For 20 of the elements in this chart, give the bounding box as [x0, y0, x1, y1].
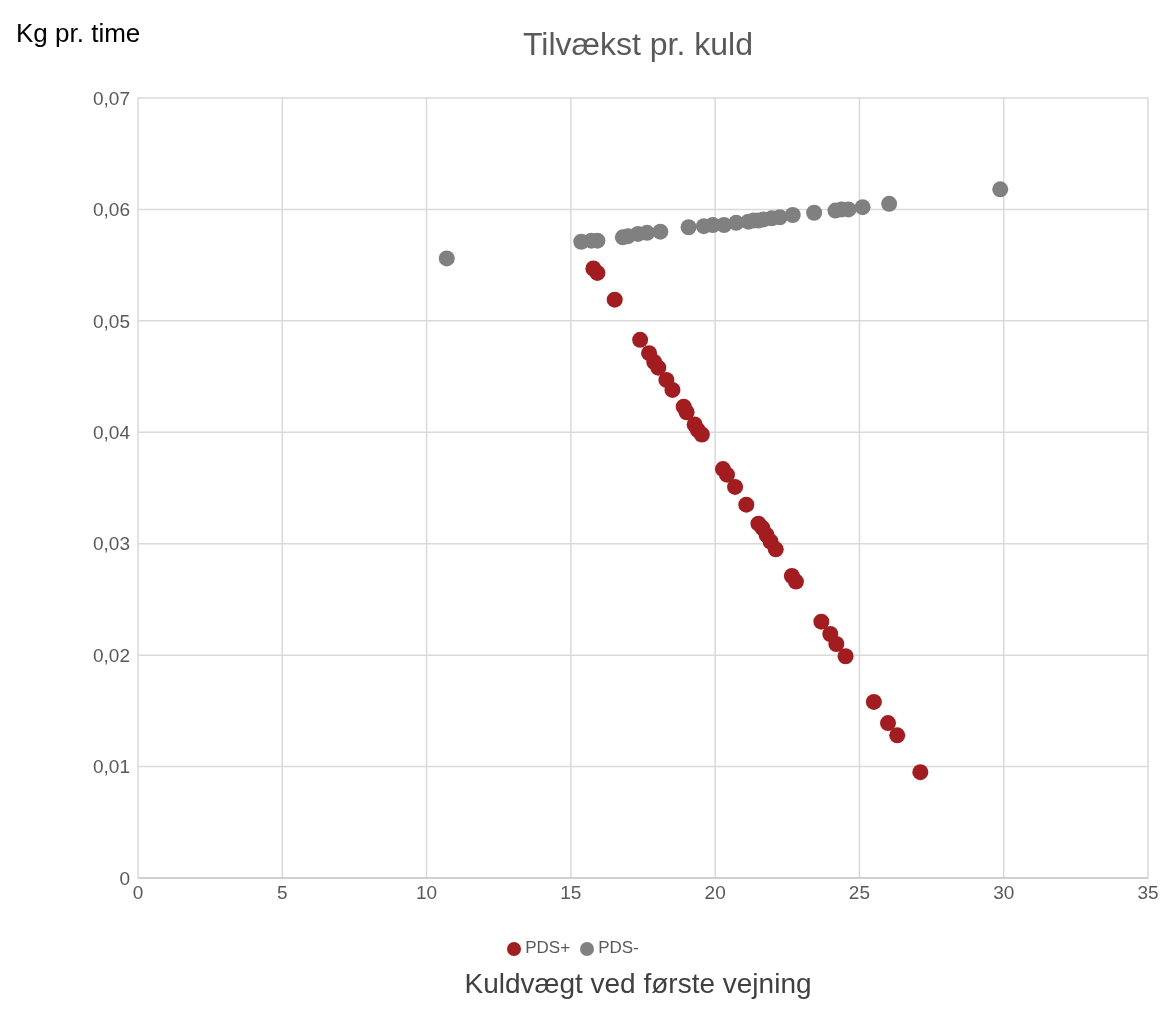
- x-tick-label: 15: [560, 882, 582, 904]
- x-tick-label: 5: [277, 882, 288, 904]
- x-tick-label: 25: [848, 882, 870, 904]
- y-tick-label: 0,07: [93, 87, 130, 109]
- y-tick-label: 0,02: [93, 644, 130, 666]
- x-tick-label: 30: [993, 882, 1015, 904]
- y-tick-label: 0: [119, 867, 130, 889]
- y-tick-label: 0,01: [93, 756, 130, 778]
- y-tick-label: 0,05: [93, 310, 130, 332]
- y-tick-label: 0,06: [93, 199, 130, 221]
- legend-label: PDS+: [525, 938, 571, 957]
- x-tick-label: 35: [1137, 882, 1159, 904]
- legend-label: PDS-: [598, 938, 639, 957]
- y-axis-title: Kg pr. time: [16, 18, 141, 49]
- y-tick-label: 0,03: [93, 533, 130, 555]
- x-axis-title: Kuldvægt ved første vejning: [463, 968, 813, 1000]
- chart-title: Tilvækst pr. kuld: [523, 26, 753, 62]
- y-tick-label: 0,04: [93, 422, 131, 444]
- x-tick-label: 10: [416, 882, 438, 904]
- x-tick-label: 20: [704, 882, 726, 904]
